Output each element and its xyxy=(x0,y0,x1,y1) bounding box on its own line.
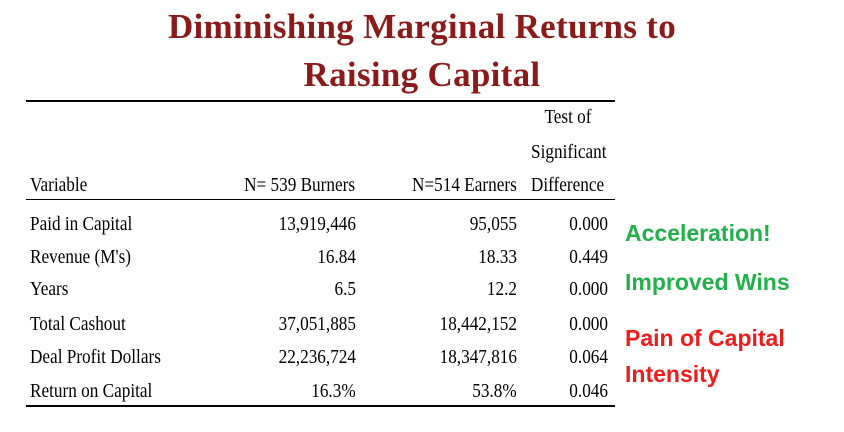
annotation-intensity: Intensity xyxy=(625,361,720,387)
row-burners: 6.5 xyxy=(334,278,357,300)
header-test-line-2: Significant xyxy=(531,141,607,163)
table-bottom-rule xyxy=(26,405,615,407)
row-test: 0.046 xyxy=(569,380,608,402)
table-top-rule xyxy=(26,100,615,102)
row-burners: 37,051,885 xyxy=(278,313,356,335)
header-burners: N= 539 Burners xyxy=(244,174,355,196)
header-test-line-1: Test of xyxy=(544,106,592,128)
row-earners: 95,055 xyxy=(469,213,517,235)
row-test: 0.000 xyxy=(569,278,608,300)
row-earners: 18.33 xyxy=(478,246,517,268)
row-test: 0.000 xyxy=(569,213,608,235)
row-burners: 16.3% xyxy=(311,380,356,402)
row-earners: 18,442,152 xyxy=(439,313,517,335)
annotation-acceleration: Acceleration! xyxy=(625,220,771,246)
header-earners: N=514 Earners xyxy=(412,174,517,196)
row-variable: Deal Profit Dollars xyxy=(30,346,161,368)
row-burners: 16.84 xyxy=(317,246,356,268)
slide-title-line-1: Diminishing Marginal Returns to xyxy=(167,7,677,46)
row-burners: 22,236,724 xyxy=(278,346,356,368)
header-test-line-3: Difference xyxy=(530,174,604,196)
row-test: 0.064 xyxy=(569,346,608,368)
slide-title-line-2: Raising Capital xyxy=(303,55,541,94)
row-variable: Revenue (M's) xyxy=(30,246,132,268)
row-test: 0.449 xyxy=(569,246,608,268)
row-earners: 18,347,816 xyxy=(439,346,517,368)
table-header-rule xyxy=(26,199,615,200)
row-earners: 53.8% xyxy=(472,380,517,402)
row-variable: Years xyxy=(30,278,69,300)
annotation-improved-wins: Improved Wins xyxy=(625,269,790,295)
annotation-pain-of-capital: Pain of Capital xyxy=(625,325,785,351)
header-variable: Variable xyxy=(30,174,88,196)
row-variable: Return on Capital xyxy=(30,380,153,402)
row-burners: 13,919,446 xyxy=(278,213,356,235)
row-variable: Total Cashout xyxy=(30,313,126,335)
row-variable: Paid in Capital xyxy=(30,213,133,235)
row-earners: 12.2 xyxy=(486,278,517,300)
row-test: 0.000 xyxy=(569,313,608,335)
